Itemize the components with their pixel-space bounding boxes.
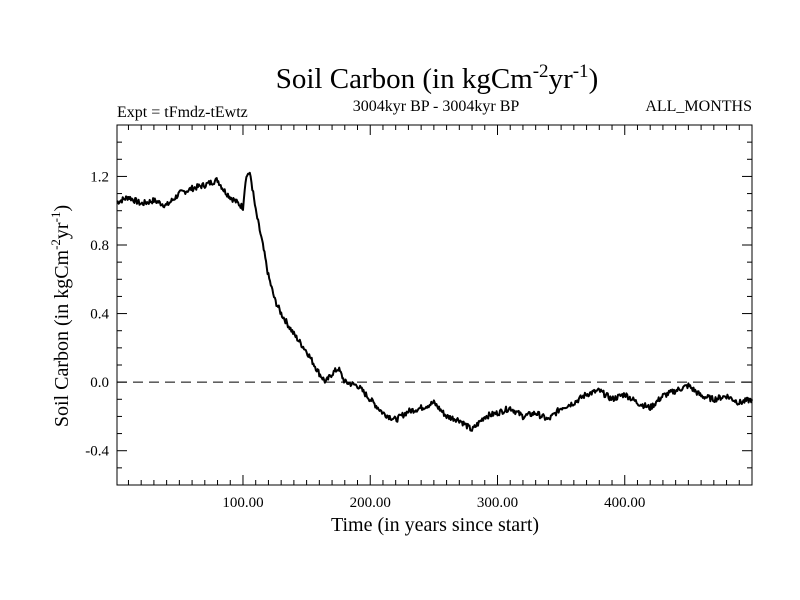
title-main: Soil Carbon (in kgCm: [276, 63, 533, 95]
y-tick-label: 0.8: [90, 238, 109, 254]
title-exponent-2: -1: [573, 61, 589, 82]
ylabel-mid: yr: [51, 222, 73, 239]
y-tick-label: 1.2: [90, 169, 109, 185]
y-axis-label: Soil Carbon (in kgCm-2yr-1): [48, 205, 73, 427]
ylabel-exponent-1: -2: [48, 239, 63, 250]
title-exponent-1: -2: [533, 61, 549, 82]
axis-tick-labels: 100.00 200.00 300.00 400.00 1.2 0.8 0.4 0.0 -0.4: [85, 169, 645, 511]
plot-area: 100.00 200.00 300.00 400.00 1.2 0.8 0.4 0.0 -0.4: [85, 124, 753, 511]
plot-frame: [116, 124, 753, 486]
ylabel-main: Soil Carbon (in kgCm: [51, 249, 73, 427]
period-label: 3004kyr BP - 3004kyr BP: [353, 98, 520, 115]
ylabel-exponent-2: -1: [48, 212, 63, 223]
x-tick-label: 100.00: [222, 495, 263, 511]
x-tick-label: 300.00: [477, 495, 518, 511]
x-tick-label: 400.00: [604, 495, 645, 511]
experiment-label: Expt = tFmdz-tEwtz: [117, 104, 248, 121]
soil-carbon-series-line: [116, 171, 753, 432]
axis-ticks: [117, 125, 753, 485]
y-tick-label: -0.4: [85, 444, 109, 460]
ylabel-close: ): [51, 205, 73, 212]
title-close: ): [589, 63, 599, 95]
y-tick-label: 0.4: [90, 307, 109, 323]
season-label: ALL_MONTHS: [645, 98, 752, 115]
x-axis-label: Time (in years since start): [331, 514, 539, 536]
x-tick-label: 200.00: [350, 495, 391, 511]
title-mid: yr: [549, 63, 574, 95]
y-tick-label: 0.0: [90, 375, 109, 391]
chart-title: Soil Carbon (in kgCm-2yr-1): [276, 61, 598, 95]
